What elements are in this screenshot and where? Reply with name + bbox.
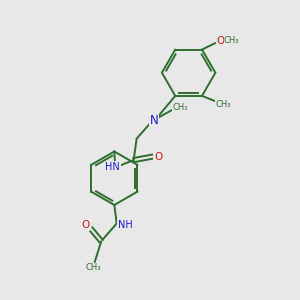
Text: CH₃: CH₃ — [215, 100, 231, 109]
Text: CH₃: CH₃ — [173, 103, 188, 112]
Text: NH: NH — [118, 220, 132, 230]
Text: O: O — [154, 152, 162, 161]
Text: O: O — [216, 36, 225, 46]
Text: O: O — [82, 220, 90, 230]
Text: N: N — [149, 114, 158, 127]
Text: HN: HN — [106, 162, 120, 172]
Text: CH₃: CH₃ — [85, 263, 101, 272]
Text: CH₃: CH₃ — [224, 35, 239, 44]
